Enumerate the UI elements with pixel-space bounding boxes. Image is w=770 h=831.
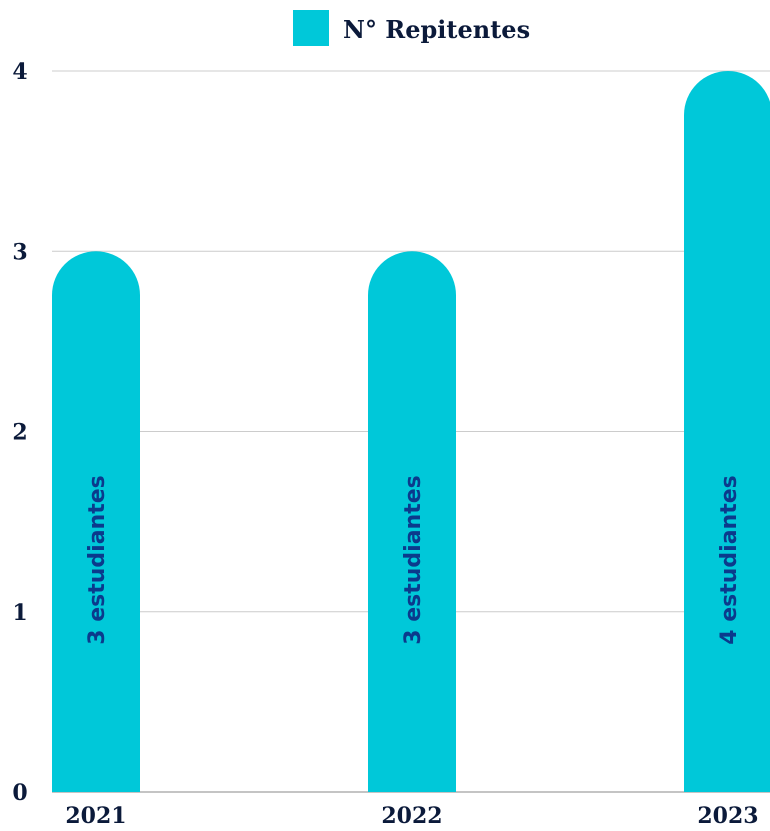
x-tick-label: 2021 <box>65 803 126 829</box>
legend-label-repitentes: N° Repitentes <box>343 15 530 44</box>
y-tick-label: 3 <box>12 239 27 265</box>
y-axis-tick-labels: 0 1 2 3 4 <box>12 59 27 806</box>
y-tick-label: 2 <box>12 420 27 446</box>
chart-legend: N° Repitentes <box>293 10 530 46</box>
bar-data-label: 3 estudiantes <box>401 475 426 645</box>
bar-2021 <box>52 251 140 793</box>
x-tick-label: 2023 <box>697 803 758 829</box>
y-tick-label: 0 <box>12 780 27 806</box>
bar-2022 <box>368 251 456 793</box>
y-tick-label: 4 <box>12 59 27 85</box>
legend-swatch-repitentes <box>293 10 329 46</box>
x-axis-tick-labels: 2021 2022 2023 <box>65 803 758 829</box>
bar-data-label: 3 estudiantes <box>85 475 110 645</box>
bar-data-label: 4 estudiantes <box>717 475 742 645</box>
bar-data-labels: 3 estudiantes 3 estudiantes 4 estudiantes <box>85 475 742 645</box>
bars <box>52 71 770 793</box>
y-tick-label: 1 <box>12 600 27 626</box>
x-tick-label: 2022 <box>381 803 442 829</box>
bar-2023 <box>684 71 770 792</box>
